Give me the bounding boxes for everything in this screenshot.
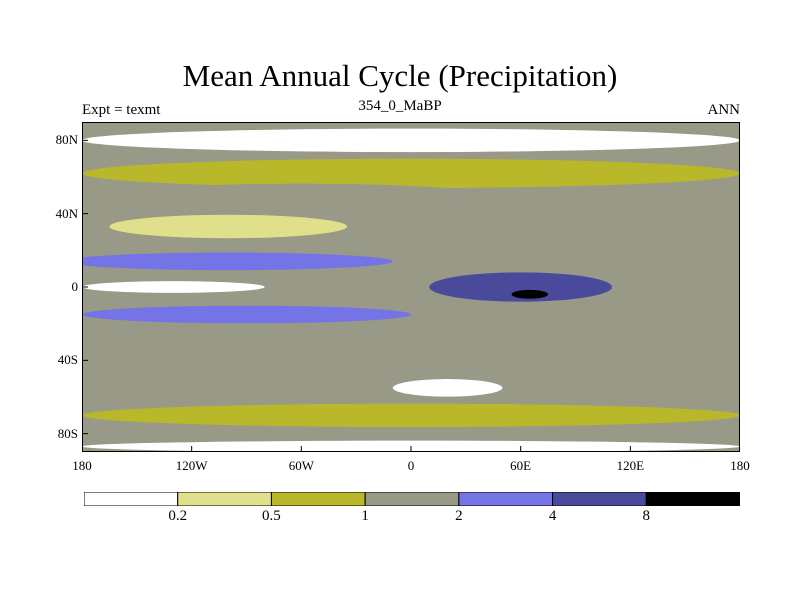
colorbar-swatch	[645, 492, 740, 506]
contour-region-north-subtropic-dry	[109, 214, 348, 239]
contour-region-north-mid	[118, 183, 485, 208]
colorbar-swatch	[552, 492, 647, 506]
run-label: 354_0_MaBP	[358, 98, 442, 114]
x-tick-label: 120E	[616, 458, 645, 473]
y-tick-label: 80S	[57, 425, 78, 441]
y-tick-label: 40S	[57, 352, 78, 368]
contour-region-polar-north-dry	[82, 128, 740, 153]
y-tick-label: 40N	[55, 205, 78, 221]
colorbar-label: 1	[361, 508, 369, 524]
contour-region-continent-very-wet	[511, 289, 549, 299]
colorbar-label: 0.5	[262, 508, 281, 524]
colorbar-label: 8	[642, 508, 651, 524]
contour-region-equator-dry-pacific	[82, 281, 265, 293]
colorbar-label: 4	[548, 508, 557, 524]
colorbar	[84, 492, 740, 506]
chart-title: Mean Annual Cycle (Precipitation)	[182, 58, 618, 93]
y-tick-label: 80N	[55, 132, 78, 148]
colorbar-swatch	[84, 492, 179, 506]
x-tick-label: 60W	[288, 458, 314, 473]
contour-region-itcz-north	[82, 252, 393, 271]
contour-region-south-subtropic-dry	[392, 379, 503, 397]
colorbar-swatch	[270, 492, 366, 506]
colorbar-swatch	[364, 492, 460, 506]
contour-region-itcz-south	[82, 305, 411, 324]
contour-region-north-band	[82, 158, 740, 188]
colorbar-swatch	[177, 492, 272, 506]
colorbar-label: 0.2	[168, 508, 188, 524]
x-tick-label: 120W	[175, 458, 208, 473]
y-tick-label: 0	[71, 279, 79, 294]
period-label: ANN	[707, 102, 741, 118]
x-tick-label: 60E	[510, 458, 532, 473]
precipitation-map	[82, 122, 740, 452]
contour-region-continent-wet	[429, 272, 613, 302]
x-tick-label: 0	[407, 458, 415, 473]
contour-region-south-band	[82, 403, 740, 428]
x-tick-label: 180	[730, 458, 750, 473]
colorbar-label: 2	[455, 508, 463, 524]
experiment-label: Expt = texmt	[82, 102, 161, 118]
x-tick-label: 180	[72, 458, 92, 473]
colorbar-swatch	[458, 492, 554, 506]
